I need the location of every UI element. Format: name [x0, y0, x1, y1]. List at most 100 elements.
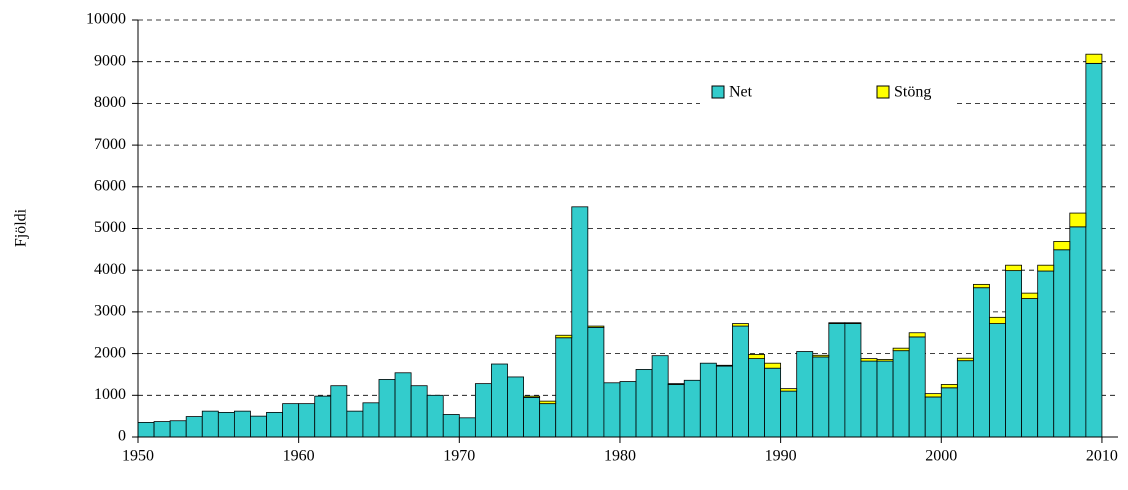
bar: [539, 400, 557, 405]
bar: [539, 403, 557, 438]
bar: [1069, 226, 1087, 438]
bar: [314, 395, 332, 438]
bar: [748, 358, 765, 438]
bar: [956, 357, 974, 362]
bar: [844, 323, 862, 438]
bar: [1005, 264, 1023, 272]
x-tick-label: 1960: [283, 448, 315, 465]
bar: [1069, 212, 1087, 228]
bar: [1005, 270, 1023, 438]
bar: [828, 322, 846, 324]
y-tick-label: 4000: [94, 261, 126, 278]
bar: [1021, 298, 1039, 438]
bar: [282, 403, 300, 438]
y-tick-label: 0: [118, 428, 126, 445]
y-tick-label: 2000: [94, 344, 126, 361]
bar: [924, 396, 942, 438]
bar: [442, 414, 460, 438]
legend-label: Stöng: [894, 84, 931, 101]
bar: [1037, 270, 1055, 438]
bar: [780, 388, 798, 392]
bar: [780, 390, 798, 438]
bar: [523, 396, 541, 438]
bar: [1053, 241, 1071, 251]
y-tick-label: 5000: [94, 219, 126, 236]
bar: [185, 416, 203, 438]
bar: [908, 332, 926, 338]
bar: [796, 351, 814, 438]
bar: [217, 411, 235, 438]
bar: [667, 383, 685, 385]
bar: [507, 376, 524, 438]
bar: [812, 356, 830, 438]
bar: [715, 364, 733, 367]
legend-box: [700, 70, 955, 140]
bar: [426, 394, 444, 438]
bar: [940, 387, 958, 438]
bar: [555, 334, 573, 339]
bar: [764, 362, 782, 369]
bar: [346, 410, 364, 438]
y-axis-label: Fjöldi: [13, 208, 30, 247]
bar: [748, 354, 765, 360]
bar: [1085, 62, 1103, 438]
y-tick-label: 3000: [94, 303, 126, 320]
bar: [908, 336, 926, 438]
bar: [892, 350, 910, 438]
bar: [362, 402, 380, 438]
bar: [828, 323, 846, 438]
bar: [812, 354, 830, 358]
bar: [169, 420, 187, 438]
y-tick-label: 1000: [94, 386, 126, 403]
bar: [330, 385, 348, 438]
legend-swatch: [711, 85, 725, 99]
bar: [250, 415, 267, 438]
bar: [973, 283, 990, 289]
bar: [233, 410, 251, 438]
bar: [410, 385, 428, 438]
bar: [474, 383, 492, 438]
bar: [715, 365, 733, 438]
x-tick-label: 2010: [1086, 448, 1118, 465]
bar: [989, 316, 1006, 324]
bar: [555, 337, 573, 438]
bar: [732, 325, 749, 438]
bar: [523, 395, 541, 398]
bar: [683, 379, 701, 438]
y-tick-label: 8000: [94, 94, 126, 111]
bar: [973, 287, 990, 438]
bar: [635, 369, 653, 438]
bar: [844, 322, 862, 324]
bar: [732, 323, 749, 327]
y-tick-label: 10000: [86, 11, 126, 28]
bar: [1085, 53, 1103, 64]
legend-label: Net: [729, 84, 753, 101]
bar: [651, 355, 669, 438]
x-tick-label: 2000: [925, 448, 957, 465]
bar: [298, 403, 316, 438]
bar: [940, 384, 958, 389]
bar: [860, 358, 878, 362]
bar: [1037, 264, 1055, 272]
bar: [699, 362, 717, 438]
bar: [956, 360, 974, 438]
bar: [876, 359, 894, 362]
x-tick-label: 1980: [604, 448, 636, 465]
bar: [266, 411, 283, 438]
y-tick-label: 7000: [94, 136, 126, 153]
bar: [587, 326, 605, 438]
bar: [137, 422, 155, 438]
bar: [378, 379, 396, 438]
x-tick-label: 1990: [765, 448, 797, 465]
bar: [1053, 249, 1071, 438]
bar: [892, 347, 910, 352]
bar: [876, 360, 894, 438]
y-tick-label: 9000: [94, 52, 126, 69]
x-tick-label: 1970: [443, 448, 475, 465]
bar: [1021, 292, 1039, 299]
x-tick-label: 1950: [122, 448, 154, 465]
bar: [924, 393, 942, 398]
bar: [491, 363, 508, 438]
bar: [458, 417, 476, 438]
